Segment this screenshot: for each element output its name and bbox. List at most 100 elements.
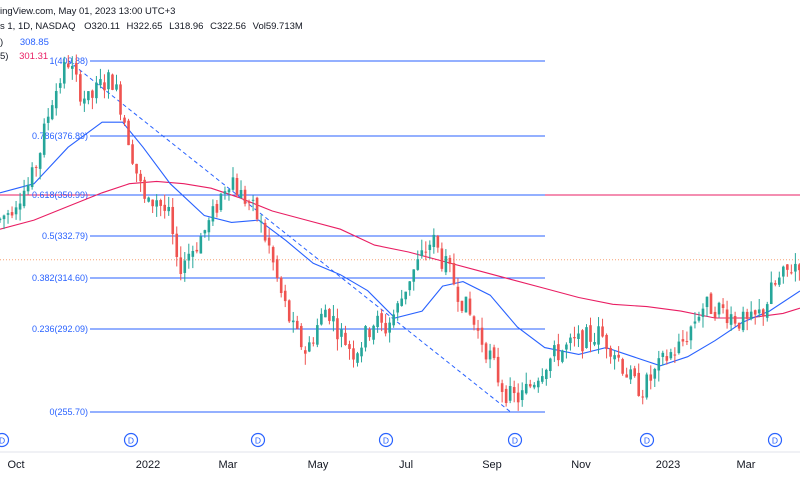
candle-body — [798, 264, 800, 271]
low-value: L318.96 — [169, 21, 204, 32]
candle-body — [328, 308, 331, 321]
candle-body — [472, 316, 476, 325]
candle-body — [191, 250, 195, 257]
candle-body — [408, 281, 412, 291]
dividend-marker-label: D — [0, 435, 5, 445]
candle-body — [79, 74, 82, 102]
x-tick-label: Nov — [571, 459, 591, 471]
candle-body — [456, 286, 460, 302]
candle-body — [207, 220, 211, 233]
candle-body — [163, 204, 166, 211]
candle-body — [769, 282, 773, 304]
candle-body — [111, 74, 114, 90]
dividend-marker-icon — [507, 432, 523, 448]
ma-fast-legend[interactable]: ) 308.85 — [0, 37, 49, 48]
candle-body — [143, 179, 146, 199]
candle-body — [701, 308, 705, 317]
dividend-marker-icon — [378, 432, 394, 448]
candle-body — [512, 387, 516, 394]
candle-body — [279, 277, 283, 294]
candle-body — [601, 326, 604, 337]
candle-body — [275, 259, 279, 278]
ma-slow-label: 5) — [0, 51, 9, 62]
candle-body — [295, 320, 299, 329]
candle-body — [593, 342, 596, 345]
candle-body — [199, 236, 203, 254]
x-tick-label: Sep — [482, 459, 502, 471]
candle-body — [372, 325, 375, 340]
candle-body — [557, 344, 560, 361]
candle-body — [782, 266, 785, 277]
candle-body — [231, 177, 235, 190]
candle-body — [75, 63, 78, 75]
candle-body — [223, 191, 227, 194]
candle-body — [211, 206, 215, 222]
candle-body — [653, 368, 657, 379]
candle-body — [778, 277, 781, 285]
candle-body — [488, 350, 492, 360]
candle-body — [42, 123, 46, 155]
candle-body — [693, 321, 697, 324]
candle-body — [91, 90, 94, 98]
candle-body — [633, 368, 636, 377]
candle-body — [500, 383, 504, 392]
candle-body — [673, 354, 677, 356]
x-tick-label: Jul — [399, 459, 413, 471]
candle-body — [195, 249, 199, 252]
dividend-marker-icon — [123, 432, 139, 448]
candle-body — [167, 206, 171, 212]
candle-body — [271, 247, 275, 263]
candle-body — [709, 293, 713, 314]
candle-body — [38, 153, 42, 169]
candle-body — [749, 311, 753, 320]
candle-body — [175, 233, 179, 258]
candle-body — [436, 235, 440, 248]
candle-body — [30, 167, 34, 188]
candle-body — [99, 79, 102, 86]
candle-body — [119, 84, 122, 115]
dashed-trendline — [67, 60, 511, 413]
candle-body — [589, 325, 592, 342]
candle-body — [215, 203, 219, 213]
fib-level-label: 0.5(332.79) — [42, 231, 88, 241]
candle-body — [424, 251, 428, 253]
high-value: H322.65 — [126, 21, 163, 32]
candle-body — [71, 65, 74, 69]
candle-body — [677, 341, 681, 354]
fib-level-label: 0.382(314.60) — [32, 273, 88, 283]
candle-body — [127, 120, 130, 146]
candle-body — [303, 350, 307, 354]
candle-body — [428, 244, 432, 251]
candle-body — [312, 342, 315, 344]
candle-body — [717, 302, 721, 315]
candle-body — [171, 206, 175, 235]
candle-body — [617, 354, 620, 358]
candle-body — [721, 304, 725, 308]
candle-body — [291, 320, 295, 323]
candle-body — [147, 197, 150, 202]
candle-body — [496, 356, 500, 383]
candle-body — [34, 166, 38, 168]
dividend-marker-label: D — [512, 435, 518, 445]
candle-body — [324, 309, 327, 318]
candle-body — [565, 344, 568, 350]
ma-slow-legend[interactable]: 5) 301.31 — [0, 51, 48, 62]
candle-body — [151, 199, 154, 207]
candle-body — [22, 190, 26, 207]
candle-body — [396, 303, 399, 313]
chart-source-line: ingView.com, May 01, 2023 13:00 UTC+3 — [0, 6, 175, 17]
candle-body — [348, 344, 351, 349]
candle-body — [665, 356, 669, 361]
candle-body — [504, 388, 508, 403]
candle-body — [484, 343, 488, 360]
candle-body — [613, 355, 616, 360]
candle-body — [54, 91, 58, 109]
candle-body — [689, 326, 693, 341]
candle-body — [392, 314, 395, 326]
candle-body — [332, 315, 335, 322]
candle-body — [107, 72, 110, 90]
candle-body — [259, 221, 263, 223]
x-tick-label: 2023 — [656, 459, 680, 471]
candle-body — [577, 333, 580, 340]
